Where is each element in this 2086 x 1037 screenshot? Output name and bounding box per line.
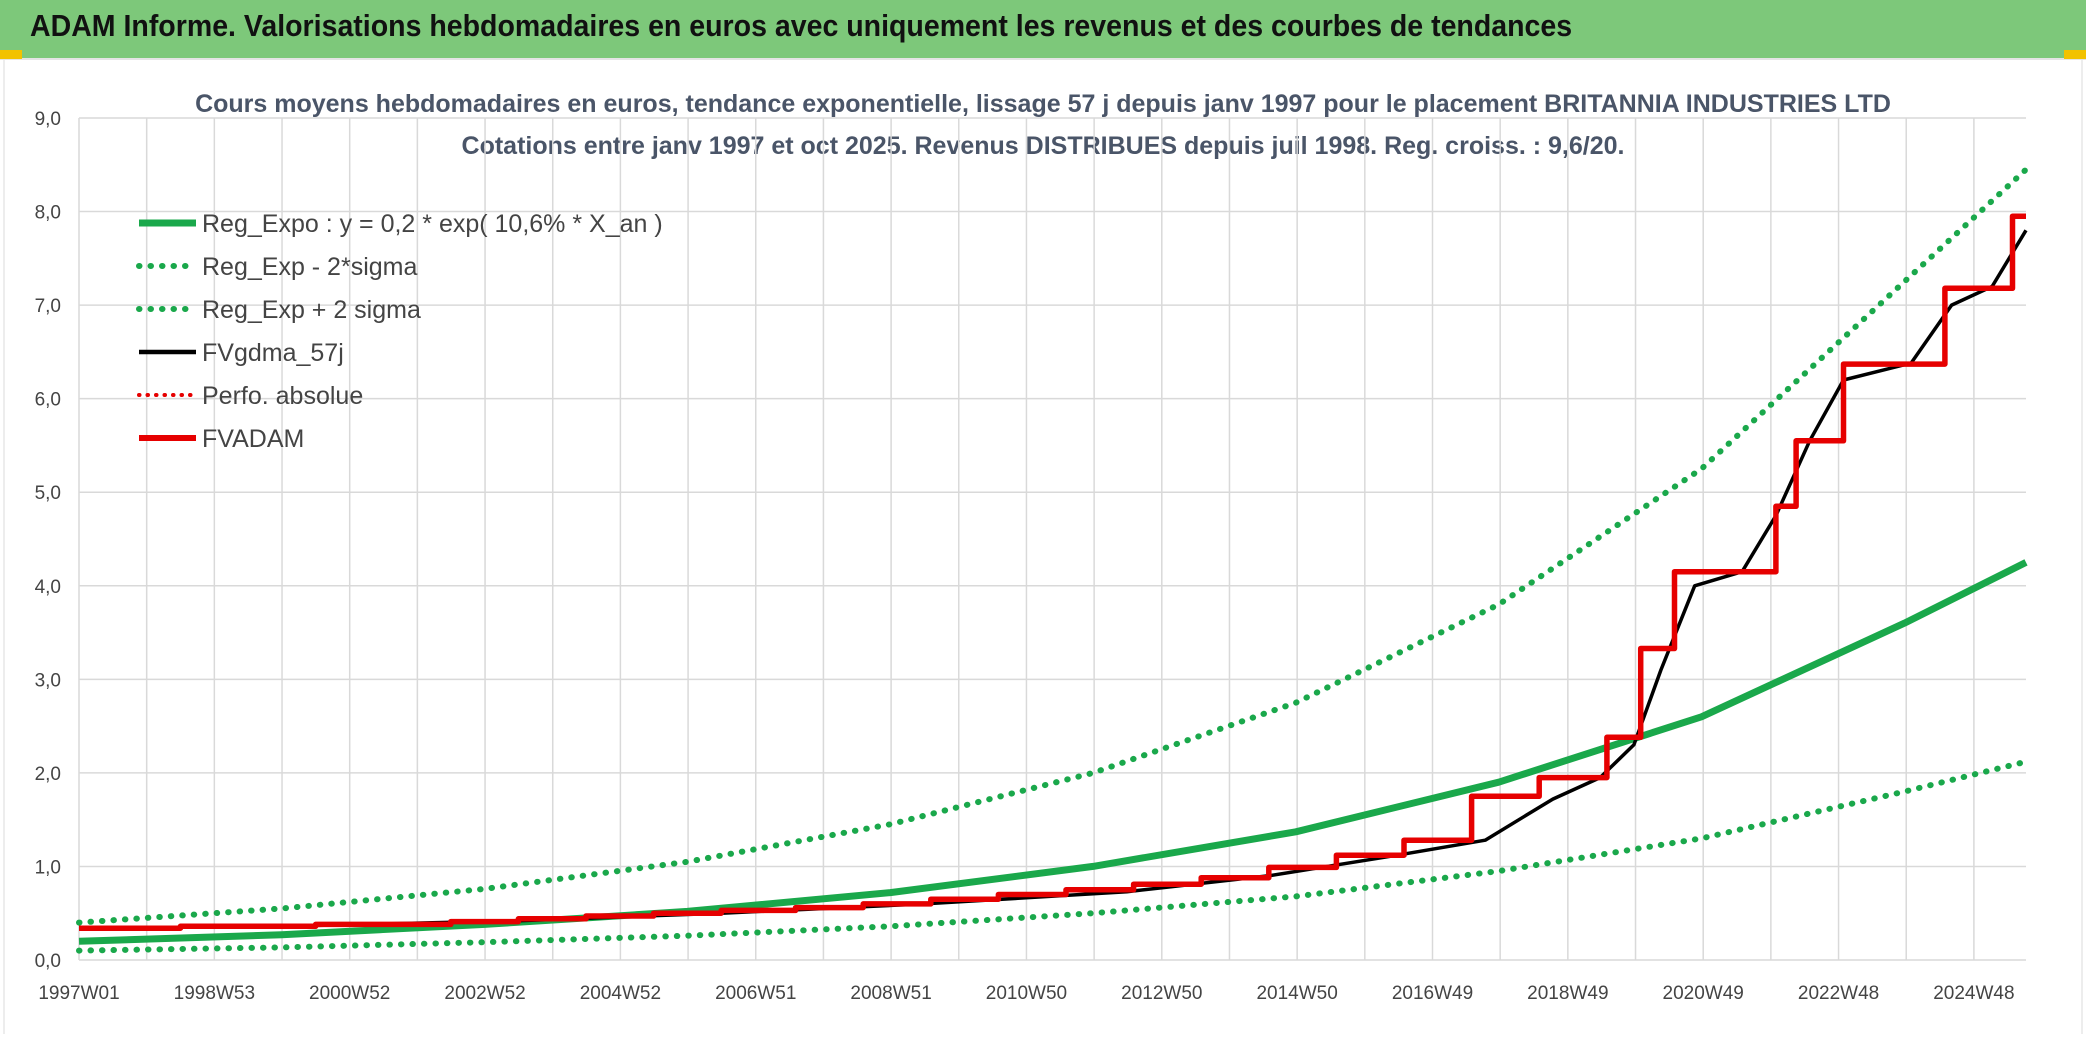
x-tick-label: 1998W53 xyxy=(174,983,255,1004)
x-tick-label: 2008W51 xyxy=(850,983,931,1004)
x-tick-label: 2018W49 xyxy=(1527,983,1608,1004)
x-tick-label: 2006W51 xyxy=(715,983,796,1004)
series-fvgdma-57j xyxy=(78,229,2028,930)
legend-label: Perfo. absolue xyxy=(202,382,363,410)
corner-accent-right xyxy=(2064,50,2086,59)
series-reg-plus-2sigma xyxy=(76,166,2029,926)
legend-label: Reg_Expo : y = 0,2 * exp( 10,6% * X_an ) xyxy=(202,210,663,238)
y-tick-label: 9,0 xyxy=(35,109,61,130)
x-tick-label: 2014W50 xyxy=(1256,983,1337,1004)
series-fvadam xyxy=(79,213,2026,931)
y-tick-label: 0,0 xyxy=(35,951,61,972)
x-tick-label: 1997W01 xyxy=(38,983,119,1004)
y-tick-label: 8,0 xyxy=(35,203,61,224)
chart-subtitle: Cotations entre janv 1997 et oct 2025. R… xyxy=(462,132,1625,160)
series-reg-expo xyxy=(78,559,2028,945)
x-tick-label: 2020W49 xyxy=(1663,983,1744,1004)
x-tick-label: 2016W49 xyxy=(1392,983,1473,1004)
x-tick-label: 2004W52 xyxy=(580,983,661,1004)
x-tick-label: 2022W48 xyxy=(1798,983,1879,1004)
legend-label: Reg_Exp + 2 sigma xyxy=(202,296,421,324)
y-tick-label: 2,0 xyxy=(35,764,61,785)
legend: Reg_Expo : y = 0,2 * exp( 10,6% * X_an )… xyxy=(136,210,663,453)
y-tick-label: 7,0 xyxy=(35,296,61,317)
x-tick-label: 2000W52 xyxy=(309,983,390,1004)
x-tick-label: 2010W50 xyxy=(986,983,1067,1004)
chart-title: Cours moyens hebdomadaires en euros, ten… xyxy=(195,90,1891,118)
report-title: ADAM Informe. Valorisations hebdomadaire… xyxy=(30,8,1573,43)
report-header: ADAM Informe. Valorisations hebdomadaire… xyxy=(0,0,2086,60)
y-tick-label: 4,0 xyxy=(35,577,61,598)
legend-label: FVADAM xyxy=(202,425,304,453)
legend-label: FVgdma_57j xyxy=(202,339,344,367)
x-tick-label: 2002W52 xyxy=(444,983,525,1004)
plot-area xyxy=(76,166,2029,954)
grid xyxy=(78,117,2026,961)
x-tick-label: 2024W48 xyxy=(1933,983,2014,1004)
y-tick-label: 6,0 xyxy=(35,390,61,411)
y-tick-label: 1,0 xyxy=(35,857,61,878)
x-tick-label: 2012W50 xyxy=(1121,983,1202,1004)
corner-accent-left xyxy=(0,50,22,59)
series-reg-minus-2sigma xyxy=(76,758,2029,954)
y-tick-label: 5,0 xyxy=(35,483,61,504)
y-tick-label: 3,0 xyxy=(35,670,61,691)
chart-frame xyxy=(3,60,2083,1034)
legend-label: Reg_Exp - 2*sigma xyxy=(202,253,417,281)
axes: 0,0 1,0 2,0 3,0 4,0 5,0 6,0 7,0 8,0 9,0 1997W01 199… xyxy=(35,109,2015,1004)
